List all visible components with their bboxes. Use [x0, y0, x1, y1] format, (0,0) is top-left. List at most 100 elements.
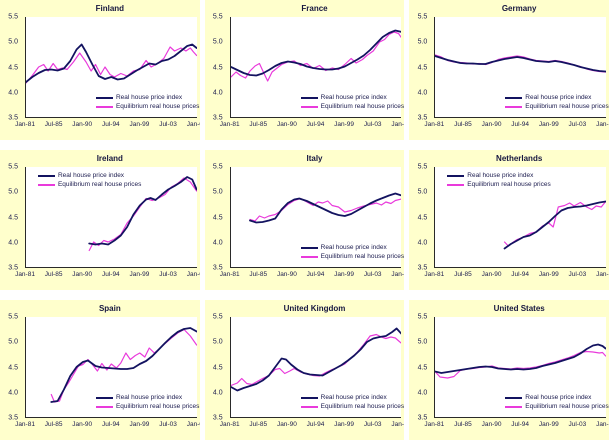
legend-entry-equilibrium: Equilibrium real house prices: [95, 103, 200, 111]
x-tick-label: Jan-81: [219, 271, 240, 278]
x-tick-label: Jan-81: [15, 271, 35, 278]
real-line-swatch: [95, 97, 113, 99]
y-tick-label: 4.5: [8, 364, 18, 371]
y-tick-label: 4.5: [417, 364, 428, 371]
x-tick-label: Jul-03: [568, 421, 587, 428]
line-chart: [231, 17, 402, 117]
x-tick-label: Jul-03: [568, 271, 587, 278]
legend-label-equilibrium: Equilibrium real house prices: [57, 181, 142, 188]
x-tick-label: Jul-94: [101, 121, 120, 128]
legend-label-real: Real house price index: [320, 94, 387, 101]
y-tick-label: 5.5: [417, 313, 428, 321]
line-chart: [26, 167, 197, 267]
y-tick-label: 5.5: [8, 313, 18, 321]
plot-area: Real house price index Equilibrium real …: [434, 167, 606, 268]
y-tick-label: 5.5: [417, 163, 428, 171]
y-tick-label: 4.5: [8, 64, 18, 71]
legend: Real house price index Equilibrium real …: [505, 394, 609, 411]
y-tick-label: 3.5: [8, 414, 18, 422]
y-tick-label: 3.5: [8, 114, 18, 122]
equilibrium-series-line: [250, 199, 402, 222]
y-tick-label: 5.0: [8, 338, 18, 346]
chart-title: Germany: [501, 4, 537, 13]
x-tick-label: Jan-90: [276, 421, 297, 428]
y-tick-label: 3.5: [417, 114, 428, 122]
x-tick-label: Jan-90: [481, 421, 502, 428]
line-chart: [435, 17, 606, 117]
legend-label-equilibrium: Equilibrium real house prices: [525, 403, 609, 410]
line-chart: [26, 317, 197, 417]
x-axis: Jan-81 Jul-85 Jan-90 Jul-94 Jan-99 Jul-03 Jan-…: [424, 269, 609, 282]
y-tick-label: 3.5: [8, 264, 18, 272]
equilibrium-line-swatch: [300, 256, 318, 258]
x-tick-label: Jul-94: [306, 121, 325, 128]
plot-area: Real house price index Equilibrium real …: [434, 17, 609, 118]
x-tick-label: Jul-03: [363, 121, 382, 128]
legend-label-equilibrium: Equilibrium real house prices: [115, 403, 200, 410]
real-series-line: [435, 56, 606, 72]
chart-panel-spain: Spain 5.5 5.0 4.5 4.0 3.5 Real house price i…: [0, 300, 200, 440]
legend-label-real: Real house price index: [525, 394, 592, 401]
y-tick-label: 5.5: [212, 13, 223, 21]
y-tick-label: 4.0: [212, 389, 223, 397]
plot-area: Real house price index Equilibrium real …: [229, 317, 404, 418]
x-tick-label: Jul-03: [159, 121, 177, 128]
x-tick-label: Jan-90: [72, 271, 93, 278]
equilibrium-series-line: [26, 47, 197, 83]
y-tick-label: 4.0: [212, 89, 223, 97]
y-tick-label: 5.0: [8, 38, 18, 46]
y-tick-label: 4.5: [212, 214, 223, 221]
x-tick-label: Jan-99: [538, 421, 559, 428]
x-tick-label: Jul-03: [568, 121, 587, 128]
line-chart: [435, 167, 606, 267]
x-axis: Jan-81 Jul-85 Jan-90 Jul-94 Jan-99 Jul-03 Jan-…: [424, 119, 609, 132]
y-tick-label: 4.0: [8, 89, 18, 97]
y-tick-label: 5.5: [212, 313, 223, 321]
x-tick-label: Jul-85: [454, 271, 472, 278]
x-tick-label: Jan-81: [15, 421, 35, 428]
plot-area: Real house price index Equilibrium real …: [25, 317, 200, 418]
x-tick-label: Jan-08: [391, 271, 405, 278]
y-tick-label: 5.0: [212, 188, 223, 196]
legend-entry-real: Real house price index: [95, 94, 199, 102]
chart-panel-germany: Germany 5.5 5.0 4.5 4.0 3.5 Real house price…: [409, 0, 609, 140]
y-tick-label: 5.0: [417, 188, 428, 196]
real-line-swatch: [505, 97, 523, 99]
legend-entry-real: Real house price index: [505, 94, 608, 102]
real-series-line: [26, 45, 197, 83]
plot-area: Real house price index Equilibrium real …: [25, 167, 197, 268]
x-tick-label: Jan-08: [596, 121, 609, 128]
real-line-swatch: [300, 247, 318, 249]
line-chart: [231, 167, 402, 267]
plot-area: Real house price index Equilibrium real …: [25, 17, 200, 118]
y-tick-label: 3.5: [212, 114, 223, 122]
legend-label-equilibrium: Equilibrium real house prices: [115, 103, 200, 110]
chart-panel-united-kingdom: United Kingdom 5.5 5.0 4.5 4.0 3.5 Real hous…: [204, 300, 405, 440]
chart-title: Spain: [98, 304, 121, 313]
equilibrium-line-swatch: [505, 106, 523, 108]
y-axis: 5.5 5.0 4.5 4.0 3.5: [205, 13, 226, 122]
real-series-line: [89, 177, 196, 245]
y-tick-label: 4.0: [417, 389, 428, 397]
x-tick-label: Jan-81: [219, 421, 240, 428]
x-tick-label: Jul-94: [511, 121, 530, 128]
chart-title: United States: [493, 304, 545, 313]
chart-panel-france: France 5.5 5.0 4.5 4.0 3.5 Real house price …: [204, 0, 405, 140]
y-tick-label: 5.0: [417, 338, 428, 346]
plot-area: Real house price index Equilibrium real …: [229, 167, 404, 268]
x-tick-label: Jan-99: [538, 121, 559, 128]
legend-entry-real: Real house price index: [447, 172, 550, 180]
x-tick-label: Jul-85: [249, 271, 268, 278]
legend-entry-equilibrium: Equilibrium real house prices: [95, 403, 200, 411]
x-tick-label: Jul-85: [44, 271, 63, 278]
y-axis: 5.5 5.0 4.5 4.0 3.5: [0, 164, 21, 272]
y-tick-label: 4.0: [8, 389, 18, 397]
x-tick-label: Jan-81: [424, 121, 445, 128]
legend: Real house price index Equilibrium real …: [300, 394, 404, 411]
legend-entry-real: Real house price index: [95, 394, 199, 402]
x-tick-label: Jul-85: [249, 121, 268, 128]
x-tick-label: Jan-99: [129, 421, 150, 428]
x-tick-label: Jul-94: [101, 421, 120, 428]
y-tick-label: 5.0: [212, 338, 223, 346]
